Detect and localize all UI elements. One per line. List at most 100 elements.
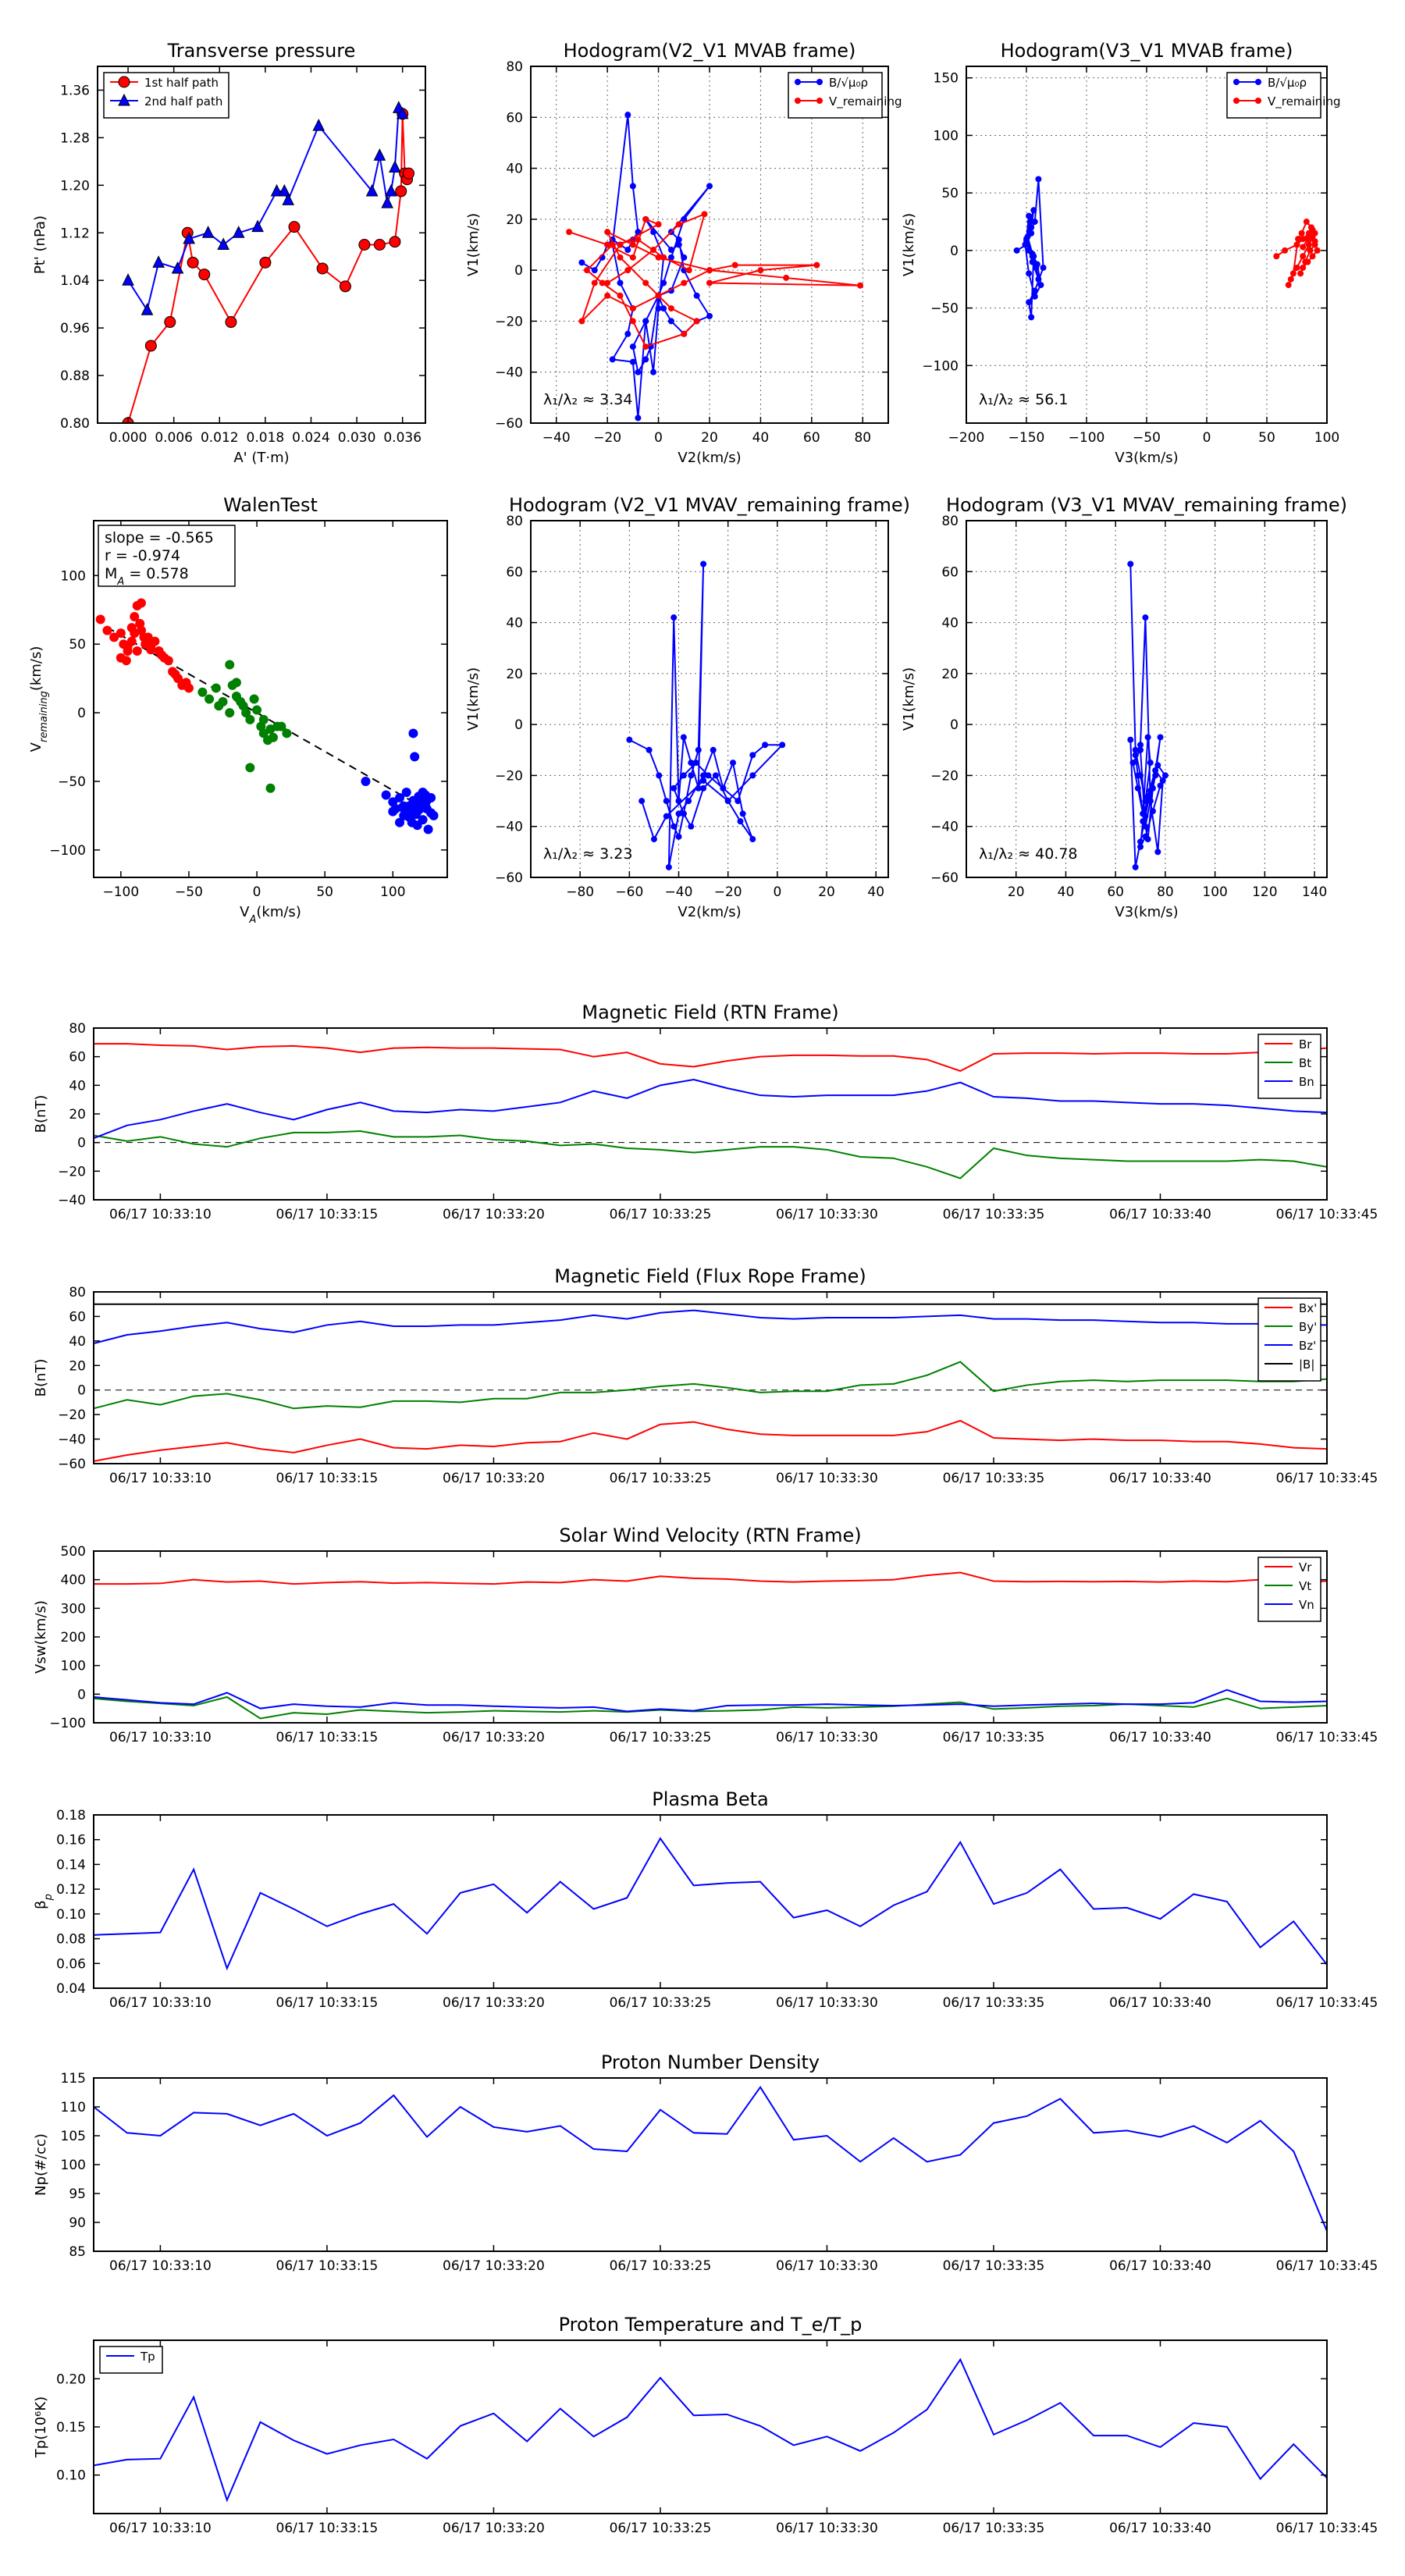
data-point (1134, 785, 1141, 792)
legend-label: 1st half path (144, 76, 219, 90)
legend-box (1257, 1034, 1321, 1099)
x-tick-label: 06/17 10:33:10 (109, 1995, 212, 2011)
x-tick-label: 06/17 10:33:35 (943, 1995, 1045, 2011)
chart-mag_flux_rope: 06/17 10:33:10 06/17 10:33:15 06/17 10:33:… (33, 1265, 1378, 1486)
data-point (1132, 752, 1139, 759)
data-point (126, 636, 137, 646)
data-point (1142, 823, 1149, 830)
x-tick-label: 0.024 (292, 430, 330, 446)
x-tick-label: −50 (1133, 430, 1161, 446)
data-point (629, 305, 636, 312)
data-point (1031, 293, 1038, 300)
data-point (675, 810, 682, 817)
y-tick-label: 0 (77, 1687, 86, 1703)
chart-solar_wind_velocity: 06/17 10:33:10 06/17 10:33:15 06/17 10:33:… (33, 1525, 1378, 1745)
y-tick-label: 0.96 (60, 321, 90, 336)
y-tick-label: 80 (69, 1021, 86, 1037)
y-tick-label: 0.10 (56, 2468, 86, 2484)
data-point (1285, 282, 1292, 289)
data-point (650, 229, 657, 236)
x-axis-label: V3(km/s) (1115, 904, 1178, 920)
y-tick-label: 0 (950, 717, 959, 733)
y-tick-label: 20 (506, 667, 523, 682)
data-point (566, 229, 573, 236)
data-point (731, 262, 738, 269)
x-tick-label: −20 (593, 430, 621, 446)
data-point (680, 734, 687, 741)
data-point (187, 256, 199, 269)
data-point (1127, 736, 1134, 743)
data-point (629, 318, 636, 325)
y-tick-label: −60 (495, 870, 523, 886)
y-tick-label: −40 (930, 820, 959, 835)
legend-label: Br (1299, 1037, 1312, 1051)
x-axis-label: A' (T·m) (233, 450, 289, 466)
data-point (109, 632, 119, 642)
y-tick-label: 105 (61, 2129, 86, 2144)
y-tick-label: 115 (61, 2071, 86, 2087)
data-point (163, 656, 173, 666)
data-point (660, 305, 667, 312)
legend-label: Vt (1299, 1579, 1311, 1593)
data-point (388, 806, 398, 817)
data-point (1152, 772, 1159, 779)
data-point (1147, 798, 1154, 805)
chart-title: Proton Temperature and T_e/T_p (559, 2314, 863, 2336)
data-point (1304, 236, 1311, 243)
data-point (617, 254, 624, 261)
x-tick-label: 06/17 10:33:10 (109, 1207, 212, 1222)
x-tick-label: 50 (1258, 430, 1275, 446)
y-tick-label: −100 (49, 1716, 86, 1731)
data-point (1022, 241, 1029, 248)
x-tick-label: 06/17 10:33:20 (443, 1471, 545, 1486)
data-point (1142, 833, 1149, 840)
y-tick-label: −60 (930, 870, 959, 886)
y-tick-label: 100 (934, 128, 959, 144)
data-point (660, 279, 667, 286)
data-point (122, 273, 134, 286)
x-tick-label: 06/17 10:33:30 (776, 1471, 878, 1486)
data-point (381, 790, 391, 800)
x-tick-label: 0 (1203, 430, 1211, 446)
x-tick-label: −200 (948, 430, 985, 446)
x-tick-label: 06/17 10:33:25 (610, 1730, 712, 1745)
series-group (94, 1303, 1327, 1462)
legend-label: Vn (1299, 1598, 1314, 1612)
legend: Br Bt Bn (1257, 1034, 1321, 1099)
annotation-line: MA = 0.578 (105, 565, 189, 588)
legend-marker (1255, 98, 1261, 104)
data-point (1144, 734, 1151, 741)
x-tick-label: 06/17 10:33:20 (443, 1995, 545, 2011)
data-point (663, 798, 670, 805)
data-point (629, 183, 636, 190)
data-point (282, 728, 292, 738)
data-point (1028, 314, 1035, 321)
y-axis-label: V1(km/s) (901, 667, 917, 731)
legend-marker (1233, 98, 1240, 104)
y-tick-label: 80 (506, 514, 523, 529)
plot-frame (93, 2339, 1328, 2514)
y-tick-label: 20 (69, 1358, 86, 1374)
series-line-V (628, 564, 784, 868)
data-point (1030, 207, 1037, 214)
data-point (249, 694, 259, 704)
x-tick-label: 06/17 10:33:10 (109, 1730, 212, 1745)
x-tick-label: 06/17 10:33:10 (109, 1471, 212, 1486)
data-point (693, 292, 700, 299)
x-tick-label: 0.018 (247, 430, 285, 446)
data-point (670, 785, 678, 792)
data-point (121, 656, 131, 666)
data-point (642, 279, 649, 286)
data-point (217, 237, 229, 250)
data-point (95, 614, 105, 624)
x-tick-label: 06/17 10:33:30 (776, 2258, 878, 2274)
data-point (1298, 229, 1305, 237)
x-tick-label: 0.000 (109, 430, 148, 446)
data-point (1035, 276, 1042, 283)
x-tick-label: 06/17 10:33:45 (1276, 2521, 1378, 2536)
data-point (624, 330, 631, 337)
data-point (675, 236, 682, 243)
y-tick-label: −20 (58, 1164, 86, 1179)
y-tick-label: 100 (61, 2158, 86, 2173)
x-tick-label: −40 (542, 430, 571, 446)
